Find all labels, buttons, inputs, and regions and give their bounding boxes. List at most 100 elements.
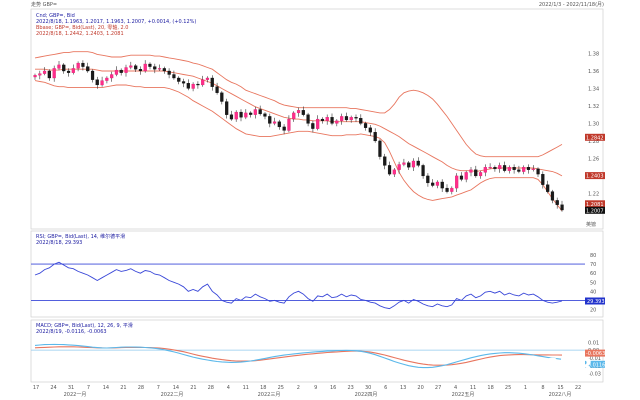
candle-body [316,118,320,129]
macd-value-label: -0.0116 [586,362,605,368]
candle-body [373,132,377,142]
x-day-tick: 28 [138,385,144,391]
rsi-y-tick: 60 [590,271,596,277]
candle-body [330,117,334,124]
candle-body [220,92,224,102]
rsi-value-tag [585,297,605,305]
candle-body [550,191,555,201]
price-tag-label: 1.2842 [586,135,604,141]
top-right-label: 2022/1/3 - 2022/11/18(月) [539,2,604,8]
candle-body [478,172,483,177]
price-tag [585,172,605,180]
candle-body [253,109,257,115]
candle-body [157,68,162,70]
candle-body [186,83,190,89]
candle-body [349,117,353,121]
candle-body [306,114,310,124]
macd-panel: MACD; GBP=, Bid(Last), 12, 26, 9, 平滑 202… [30,319,605,383]
x-day-tick: 21 [190,385,196,391]
x-month-label: 2022八月 [549,392,572,398]
candle-body [421,165,425,177]
candle-body [431,182,435,186]
candle-body [301,110,305,115]
rsi-value-label: 29.393 [587,299,605,305]
candle-body [387,165,392,175]
x-month-label: 2022三月 [258,392,281,398]
candle-body [397,164,401,170]
candle-body [488,167,492,169]
candle-body [555,200,559,205]
candle-body [560,204,564,211]
candle-body [517,169,521,172]
rsi-y-tick: 50 [590,280,596,286]
candle-body [105,77,109,81]
candle-body [416,160,420,166]
x-day-tick: 25 [505,385,511,391]
candle-body [191,83,195,89]
x-month-label: 2022五月 [452,392,475,398]
x-day-tick: 30 [365,385,371,391]
watermark-text: FX678 [507,355,593,381]
candle-body [502,165,507,171]
candle-body [277,121,281,128]
candle-body [33,75,37,78]
main-header-1: Cnd; GBP=, Bid [36,13,75,19]
main-y-tick: 1.28 [588,139,599,145]
candle-body [263,113,267,117]
price-tag [585,200,605,208]
x-day-tick: 23 [348,385,354,391]
candle-body [272,121,277,124]
candle-body [450,187,454,192]
x-day-tick: 8 [541,385,544,391]
candle-body [292,112,296,120]
candle-body [320,118,325,121]
candle-body [119,69,123,73]
candle-body [526,167,531,170]
candle-body [392,169,396,175]
price-tag [585,206,605,214]
rsi-line [34,261,563,310]
candle-body [90,70,95,80]
rsi-header-1: RSI; GBP=, Bid(Last), 14, 维尔德平滑 [36,233,125,240]
candle-body [100,80,104,86]
x-day-tick: 7 [87,385,90,391]
candle-body [522,167,526,172]
candle-body [311,123,315,129]
macd-y-tick: -0.01 [588,356,601,362]
candle-body [287,118,291,131]
x-day-tick: 20 [417,385,423,391]
main-y-tick: 1.32 [588,104,599,110]
candle-body [205,77,210,80]
candle-body [114,69,119,75]
x-day-tick: 14 [103,385,109,391]
macd-y-tick: 0.01 [588,340,599,346]
x-day-tick: 21 [120,385,126,391]
candle-body [129,65,133,68]
macd-header-2: 2022/8/19, -0.0116, -0.0063 [36,329,107,335]
x-day-tick: 27 [435,385,441,391]
rsi-y-tick: 70 [590,262,596,268]
candle-body [181,81,186,84]
candle-body [143,63,147,72]
price-tag [585,133,605,141]
candle-body [239,111,243,118]
candle-body [268,116,272,124]
candle-body [368,127,372,133]
main-y-tick: 1.26 [588,156,599,162]
candle-body [42,70,47,74]
rsi-y-tick: 20 [590,308,596,314]
candle-body [162,68,166,72]
main-header-2: 2022/8/18, 1.1963, 1.2017, 1.1963, 1.200… [36,19,196,25]
candle-body [335,120,339,124]
candle-body [411,160,416,168]
candle-body [62,64,66,72]
x-month-label: 2022一月 [64,392,87,398]
x-day-tick: 17 [33,385,39,391]
rsi-y-tick: 80 [590,253,596,259]
candle-body [296,110,301,114]
bollinger-lower-line [34,80,563,212]
candle-body [541,174,545,185]
candle-body [47,70,51,79]
candle-body [201,79,205,86]
